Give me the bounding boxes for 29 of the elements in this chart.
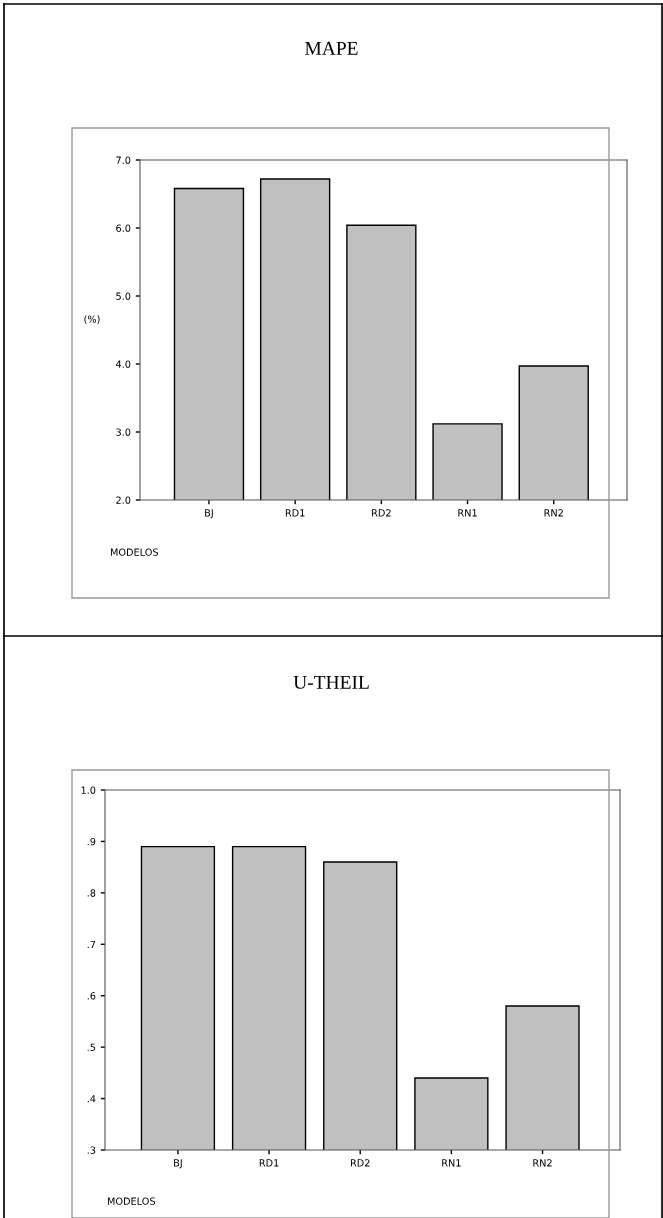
x-tick-label: RD1 <box>285 509 305 517</box>
y-tick-label: .4 <box>87 1095 96 1103</box>
y-tick-label: .7 <box>87 940 96 948</box>
x-tick-label: RN2 <box>544 509 563 517</box>
x-tick-label: RN2 <box>533 1159 552 1167</box>
y-tick-label: .9 <box>87 837 96 846</box>
y-tick-label: 7.0 <box>116 156 131 164</box>
chart-title: U-THEIL <box>293 675 369 689</box>
y-tick-label: .5 <box>87 1043 96 1051</box>
x-tick-label: RD2 <box>372 509 391 517</box>
y-tick-label: .8 <box>87 889 96 897</box>
y-tick-label: 6.0 <box>116 224 131 232</box>
y-tick-label: .3 <box>87 1146 96 1154</box>
y-axis-title: (%) <box>84 315 100 324</box>
y-tick-label: 2.0 <box>116 496 131 504</box>
x-axis-title: MODELOS <box>107 1197 156 1205</box>
y-tick-label: 3.0 <box>116 428 131 436</box>
x-axis-title: MODELOS <box>110 548 159 556</box>
x-tick-label: BJ <box>174 1159 182 1169</box>
y-tick-label: .6 <box>87 992 96 1000</box>
y-tick-label: 1.0 <box>81 786 96 794</box>
chart-title: MAPE <box>305 41 358 55</box>
x-tick-label: RD1 <box>259 1159 279 1167</box>
x-tick-label: RD2 <box>350 1159 370 1167</box>
x-tick-label: BJ <box>205 509 213 519</box>
y-tick-label: 5.0 <box>116 292 131 300</box>
x-tick-label: RN1 <box>442 1159 461 1167</box>
x-tick-label: RN1 <box>458 509 477 517</box>
y-tick-label: 4.0 <box>115 360 131 368</box>
